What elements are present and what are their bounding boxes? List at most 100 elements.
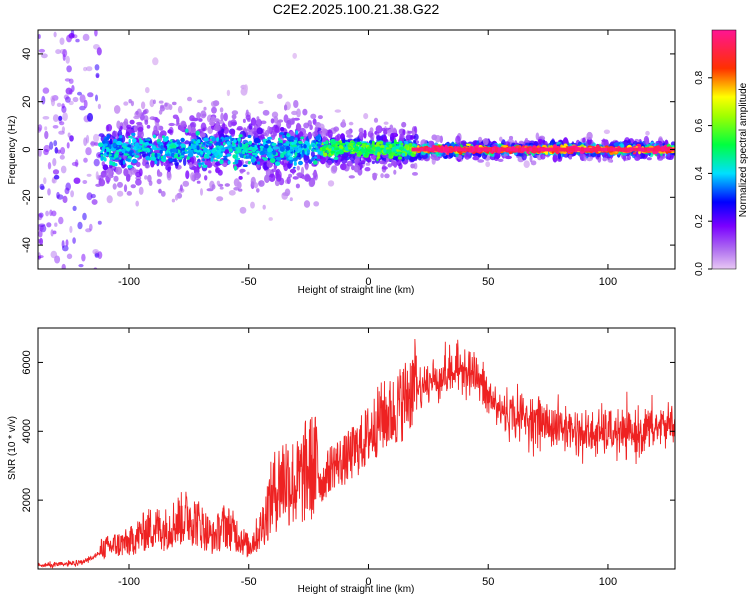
heatmap-cell [486, 147, 490, 152]
heatmap-cell [371, 160, 375, 165]
heatmap-cell [76, 309, 82, 312]
heatmap-cell [635, 147, 639, 152]
heatmap-cell [131, 152, 135, 156]
heatmap-cell [627, 155, 631, 161]
heatmap-cell [338, 150, 344, 155]
heatmap-cell [279, 146, 285, 152]
heatmap-cell [108, 144, 112, 150]
heatmap-cell [506, 147, 510, 152]
heatmap-cell [208, 170, 212, 174]
heatmap-cell [100, 170, 107, 178]
heatmap-cell [43, 148, 49, 156]
heatmap-cell [170, 139, 173, 143]
heatmap-cell [90, 330, 95, 335]
heatmap-cell [653, 147, 656, 152]
heatmap-cell [393, 169, 397, 175]
heatmap-cell [77, 221, 83, 230]
heatmap-cell [66, 142, 70, 149]
heatmap-cell [360, 148, 367, 153]
heatmap-cell [348, 142, 354, 145]
heatmap-cell [292, 52, 298, 59]
heatmap-cell [549, 147, 553, 152]
heatmap-cell [149, 143, 153, 146]
heatmap-cell [267, 149, 272, 153]
heatmap-cell [603, 139, 609, 147]
heatmap-cell [234, 158, 239, 165]
heatmap-cell [397, 156, 402, 160]
heatmap-cell [480, 147, 484, 152]
heatmap-cell [255, 118, 262, 127]
heatmap-cell [224, 183, 230, 187]
snr-x-ticks: -100 -50 0 50 100 [118, 328, 617, 588]
heatmap-cell [413, 133, 419, 141]
heatmap-cell [466, 147, 470, 152]
heatmap-cell [61, 263, 66, 269]
heatmap-cell [167, 129, 173, 134]
heatmap-cell [237, 141, 241, 144]
heatmap-cell [269, 157, 276, 163]
heatmap-cell [319, 155, 326, 165]
heatmap-cell [373, 117, 379, 123]
heatmap-cell [91, 272, 98, 275]
heatmap-cell [183, 157, 187, 166]
heatmap-cell [244, 156, 251, 159]
heatmap-cell [90, 288, 94, 293]
heatmap-cell [233, 139, 237, 144]
heatmap-cell [80, 300, 86, 305]
heatmap-cell [160, 155, 164, 159]
heatmap-cell [338, 145, 344, 149]
heatmap-cell [174, 161, 180, 166]
heatmap-cell [202, 128, 206, 132]
heatmap-cell [38, 230, 43, 238]
heatmap-cell [268, 173, 276, 182]
heatmap-cell [130, 167, 137, 175]
x-tick-label: 50 [482, 276, 494, 288]
spectrogram-y-ticks: -40 -20 0 20 40 [21, 48, 675, 253]
heatmap-cell [242, 164, 248, 167]
heatmap-cell [77, 270, 82, 279]
heatmap-cell [160, 190, 166, 197]
heatmap-cell [295, 123, 302, 132]
heatmap-cell [108, 154, 113, 157]
heatmap-cell [46, 222, 52, 228]
heatmap-cell [171, 144, 177, 150]
spectrogram-x-ticks: -100 -50 0 50 100 [118, 30, 617, 288]
heatmap-cell [391, 147, 397, 151]
heatmap-cell [101, 146, 105, 152]
heatmap-cell [188, 152, 194, 158]
heatmap-cell [636, 154, 641, 159]
heatmap-cell [267, 136, 273, 140]
heatmap-cell [165, 150, 168, 153]
heatmap-cell [213, 124, 221, 132]
heatmap-cell [119, 135, 123, 139]
heatmap-cell [489, 147, 493, 152]
heatmap-cell [147, 152, 151, 157]
heatmap-cell [604, 147, 608, 152]
heatmap-cell [485, 161, 491, 168]
heatmap-cell [538, 147, 541, 152]
heatmap-cell [330, 165, 338, 174]
heatmap-cell [401, 121, 407, 128]
heatmap-cell [100, 156, 104, 161]
heatmap-cell [623, 139, 628, 148]
heatmap-cell [210, 157, 214, 162]
heatmap-cell [282, 192, 289, 196]
heatmap-cell [292, 144, 298, 147]
heatmap-cell [96, 47, 102, 56]
heatmap-cell [38, 148, 42, 157]
heatmap-cell [314, 126, 318, 132]
heatmap-cell [66, 65, 72, 73]
heatmap-cell [39, 183, 45, 190]
heatmap-cell [136, 108, 142, 118]
heatmap-cell [497, 158, 504, 162]
heatmap-cell [399, 133, 405, 143]
heatmap-cell [127, 164, 133, 169]
heatmap-cell [164, 102, 168, 107]
x-tick-label: 100 [599, 576, 617, 588]
heatmap-cell [296, 172, 304, 178]
heatmap-cell [236, 147, 240, 153]
heatmap-cell [56, 191, 60, 199]
heatmap-cell [50, 250, 58, 259]
heatmap-cell [294, 157, 300, 160]
heatmap-cell [51, 210, 57, 217]
